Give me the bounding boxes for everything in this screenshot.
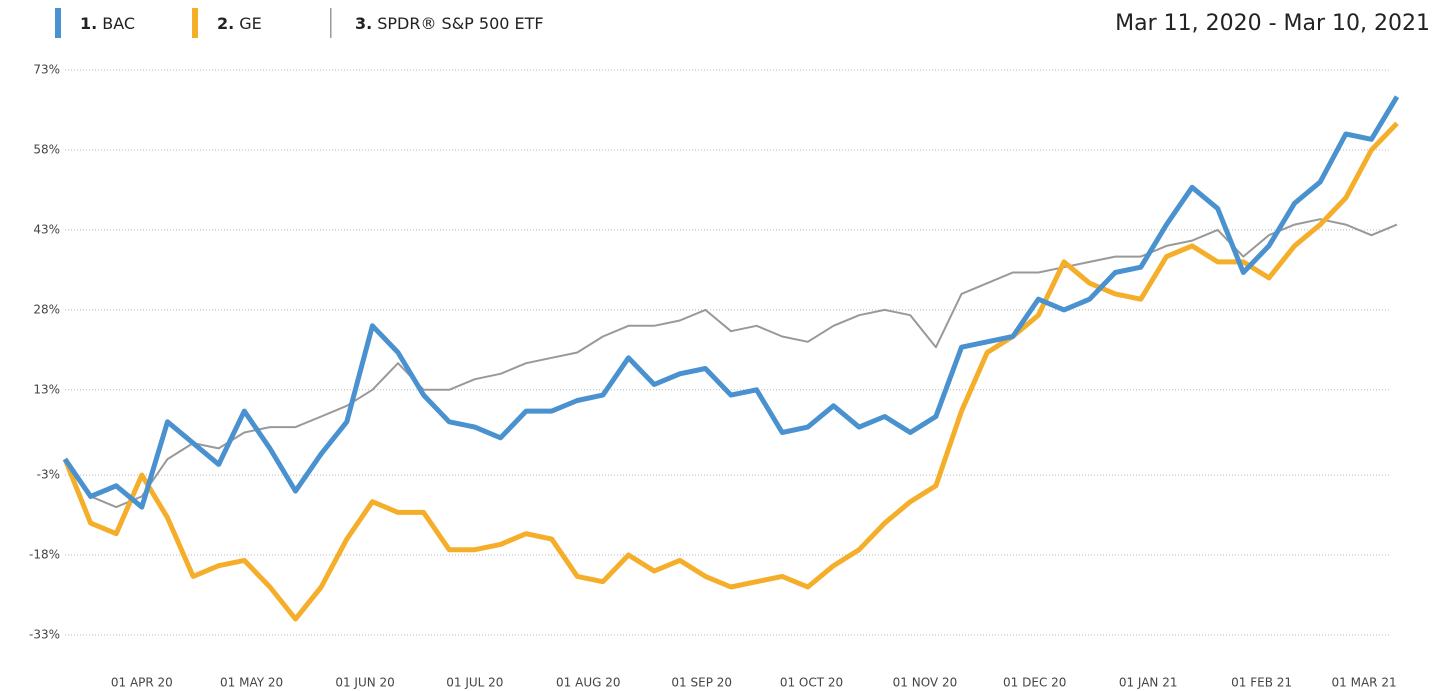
x-tick-label: 01 JUN 20 — [335, 676, 394, 690]
legend-label: 1. BAC — [80, 14, 135, 33]
legend-item: 3. SPDR® S&P 500 ETF — [330, 8, 544, 38]
legend-name: BAC — [102, 14, 135, 33]
x-tick-label: 01 SEP 20 — [671, 676, 732, 690]
x-tick-label: 01 APR 20 — [111, 676, 173, 690]
y-tick-label: 13% — [33, 382, 60, 396]
date-range: Mar 11, 2020 - Mar 10, 2021 — [1115, 11, 1430, 36]
legend-label: 3. SPDR® S&P 500 ETF — [355, 14, 544, 33]
y-tick-label: 73% — [33, 63, 60, 77]
x-tick-label: 01 OCT 20 — [780, 676, 843, 690]
legend-item: 1. BAC — [55, 8, 135, 38]
y-tick-label: -33% — [29, 628, 60, 642]
y-tick-label: -3% — [37, 468, 60, 482]
y-tick-label: 58% — [33, 142, 60, 156]
legend-swatch — [55, 8, 61, 38]
legend-number: 3. — [355, 14, 372, 33]
x-tick-label: 01 JAN 21 — [1119, 676, 1178, 690]
y-tick-label: 28% — [33, 302, 60, 316]
y-tick-label: 43% — [33, 222, 60, 236]
x-tick-label: 01 DEC 20 — [1003, 676, 1066, 690]
legend-number: 2. — [217, 14, 234, 33]
x-tick-label: 01 NOV 20 — [893, 676, 958, 690]
legend-swatch — [330, 8, 332, 38]
x-tick-label: 01 MAY 20 — [220, 676, 283, 690]
legend-item: 2. GE — [192, 8, 262, 38]
series-line — [62, 95, 1400, 510]
x-tick-label: 01 MAR 21 — [1332, 676, 1397, 690]
series-line — [64, 218, 1398, 509]
y-tick-label: -18% — [29, 548, 60, 562]
series-line — [62, 121, 1399, 622]
legend-name: SPDR® S&P 500 ETF — [377, 14, 543, 33]
legend-name: GE — [239, 14, 262, 33]
x-tick-label: 01 AUG 20 — [556, 676, 620, 690]
legend-label: 2. GE — [217, 14, 262, 33]
x-tick-label: 01 JUL 20 — [446, 676, 503, 690]
legend-number: 1. — [80, 14, 97, 33]
legend-swatch — [192, 8, 198, 38]
x-tick-label: 01 FEB 21 — [1231, 676, 1292, 690]
